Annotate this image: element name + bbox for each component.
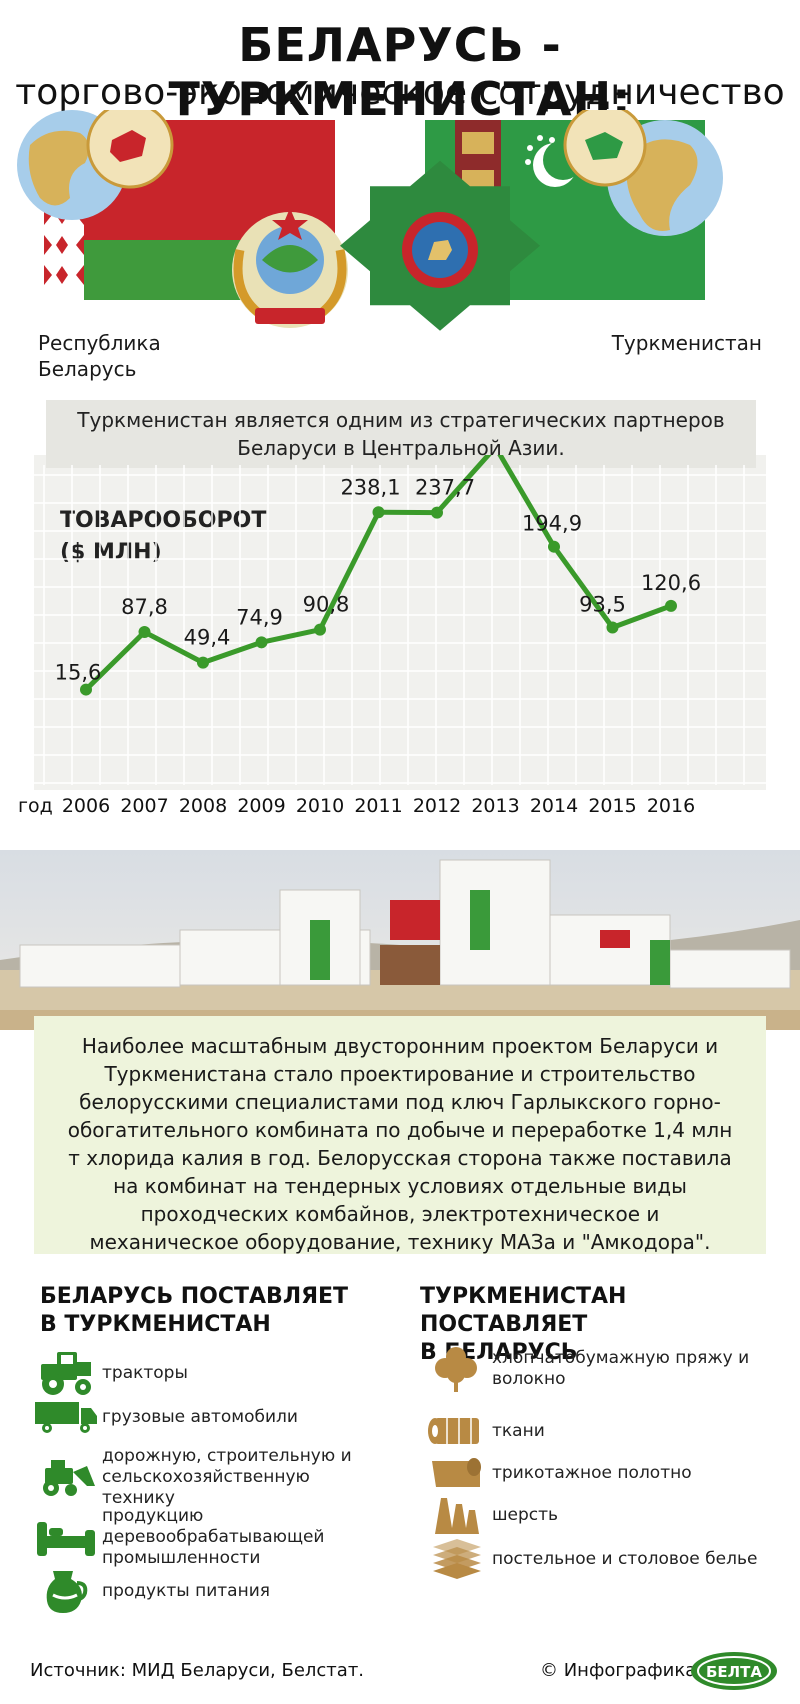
turkmenistan-export-label: шерсть bbox=[492, 1504, 559, 1525]
x-tick-label-2007: 2007 bbox=[120, 795, 169, 817]
x-tick-label-2012: 2012 bbox=[412, 795, 462, 817]
x-tick-label-2008: 2008 bbox=[178, 795, 228, 817]
turkmenistan-exports-heading: ТУРКМЕНИСТАН ПОСТАВЛЯЕТ В БЕЛАРУСЬ bbox=[420, 1283, 780, 1367]
belarus-export-label: тракторы bbox=[102, 1362, 188, 1383]
data-label-2014: 194,9 bbox=[522, 512, 582, 536]
x-axis-label: год bbox=[18, 795, 53, 817]
flags-illustration bbox=[17, 110, 723, 331]
data-point-2016 bbox=[665, 599, 677, 612]
belarus-export-label: продукцию деревообрабатывающей промышлен… bbox=[102, 1506, 325, 1568]
truck-icon bbox=[30, 1392, 102, 1442]
project-description: Наиболее масштабным двусторонним проекто… bbox=[34, 1016, 766, 1254]
data-label-2008: 49,4 bbox=[184, 626, 231, 650]
turkmenistan-export-label: трикотажное полотно bbox=[492, 1462, 692, 1483]
x-tick-label-2011: 2011 bbox=[354, 795, 403, 817]
belarus-label: Республика Беларусь bbox=[38, 331, 161, 381]
loader-icon bbox=[30, 1453, 102, 1503]
data-point-2008 bbox=[197, 656, 209, 669]
turkmenistan-export-item: трикотажное полотно bbox=[420, 1448, 762, 1498]
x-tick-label-2016: 2016 bbox=[646, 795, 696, 817]
turkmenistan-label: Туркменистан bbox=[611, 331, 762, 355]
data-point-2015 bbox=[606, 621, 619, 634]
belarus-exports-heading-line1: БЕЛАРУСЬ ПОСТАВЛЯЕТ bbox=[40, 1284, 349, 1309]
belarus-export-label: грузовые автомобили bbox=[102, 1406, 298, 1427]
data-label-2006: 15,6 bbox=[55, 661, 102, 685]
belarus-exports-heading-line2: В ТУРКМЕНИСТАН bbox=[40, 1312, 271, 1337]
belarus-export-label: продукты питания bbox=[102, 1580, 270, 1601]
turkmenistan-export-item: шерсть bbox=[420, 1490, 762, 1540]
turkmenistan-exports-heading-line1: ТУРКМЕНИСТАН ПОСТАВЛЯЕТ bbox=[420, 1284, 627, 1337]
turkmenistan-export-item: ткани bbox=[420, 1406, 762, 1456]
source-note: Источник: МИД Беларуси, Белстат. bbox=[30, 1660, 365, 1681]
data-label-2012: 237,7 bbox=[415, 476, 475, 500]
turkmenistan-export-item: постельное и столовое белье bbox=[420, 1534, 762, 1584]
turkmenistan-globe-icon bbox=[563, 110, 723, 236]
fabric-roll-icon bbox=[420, 1406, 492, 1456]
data-point-2012 bbox=[431, 506, 443, 519]
belarus-export-label: дорожную, строительную и сельскохозяйств… bbox=[102, 1446, 352, 1508]
data-label-2015: 93,5 bbox=[579, 592, 626, 616]
linen-stack-icon bbox=[420, 1534, 492, 1584]
factory-photo bbox=[0, 850, 800, 1030]
turkmenistan-export-label: ткани bbox=[492, 1420, 545, 1441]
jug-icon bbox=[30, 1566, 102, 1616]
belarus-exports-heading: БЕЛАРУСЬ ПОСТАВЛЯЕТ В ТУРКМЕНИСТАН bbox=[40, 1283, 380, 1339]
data-label-2010: 90,8 bbox=[303, 593, 350, 617]
x-tick-label-2014: 2014 bbox=[529, 795, 579, 817]
tractor-icon bbox=[30, 1348, 102, 1398]
belta-logo: БЕЛТА bbox=[691, 1652, 777, 1690]
belarus-export-item: грузовые автомобили bbox=[30, 1392, 362, 1442]
chart-title: ТОВАРООБОРОТ ($ МЛН) bbox=[60, 505, 266, 569]
belarus-export-item: тракторы bbox=[30, 1348, 362, 1398]
chart-title-line2: ($ МЛН) bbox=[60, 540, 162, 565]
page-title: БЕЛАРУСЬ - ТУРКМЕНИСТАН: bbox=[168, 18, 632, 126]
x-tick-label-2013: 2013 bbox=[471, 795, 520, 817]
data-point-2011 bbox=[372, 506, 385, 519]
page-subtitle: торгово-экономическое сотрудничество bbox=[15, 72, 785, 113]
x-tick-label-2009: 2009 bbox=[237, 795, 286, 817]
belarus-export-item: дорожную, строительную и сельскохозяйств… bbox=[30, 1446, 382, 1509]
belarus-globe-icon bbox=[17, 110, 174, 220]
turkmenistan-export-label: постельное и столовое белье bbox=[492, 1548, 758, 1569]
knitted-fabric-icon bbox=[420, 1448, 492, 1498]
data-point-2010 bbox=[314, 623, 326, 636]
trade-chart: 15,687,849,474,990,8238,1237,7320194,993… bbox=[34, 455, 766, 785]
yarn-spools-icon bbox=[420, 1490, 492, 1540]
turkmenistan-export-item: хлопчатобумажную пряжу и волокно bbox=[420, 1344, 762, 1394]
data-label-2007: 87,8 bbox=[121, 595, 168, 619]
belta-logo-text: БЕЛТА bbox=[706, 1663, 762, 1681]
turkmenistan-emblem-icon bbox=[340, 160, 540, 331]
data-label-2009: 74,9 bbox=[236, 605, 283, 629]
chart-title-line1: ТОВАРООБОРОТ bbox=[60, 508, 267, 533]
credit-text: © Инфографика bbox=[540, 1660, 697, 1681]
x-tick-label-2006: 2006 bbox=[61, 795, 111, 817]
data-point-2009 bbox=[255, 636, 268, 649]
turkmenistan-export-label: хлопчатобумажную пряжу и волокно bbox=[492, 1348, 750, 1389]
data-label-2011: 238,1 bbox=[340, 475, 400, 499]
belarus-emblem-icon bbox=[232, 208, 348, 328]
bed-icon bbox=[30, 1513, 102, 1563]
lead-text: Туркменистан является одним из стратегич… bbox=[46, 400, 756, 468]
x-axis: год 2006 2007 2008 2009 2010 2011 2012 2013 2014… bbox=[0, 795, 800, 825]
belarus-export-item: продукцию деревообрабатывающей промышлен… bbox=[30, 1506, 382, 1569]
cotton-icon bbox=[420, 1344, 492, 1394]
data-label-2016: 120,6 bbox=[641, 571, 701, 595]
data-point-2007 bbox=[138, 626, 151, 639]
x-tick-label-2015: 2015 bbox=[588, 795, 637, 817]
belarus-export-item: продукты питания bbox=[30, 1566, 362, 1616]
x-tick-label-2010: 2010 bbox=[295, 795, 345, 817]
data-point-2014 bbox=[548, 540, 560, 553]
data-point-2006 bbox=[80, 683, 92, 696]
